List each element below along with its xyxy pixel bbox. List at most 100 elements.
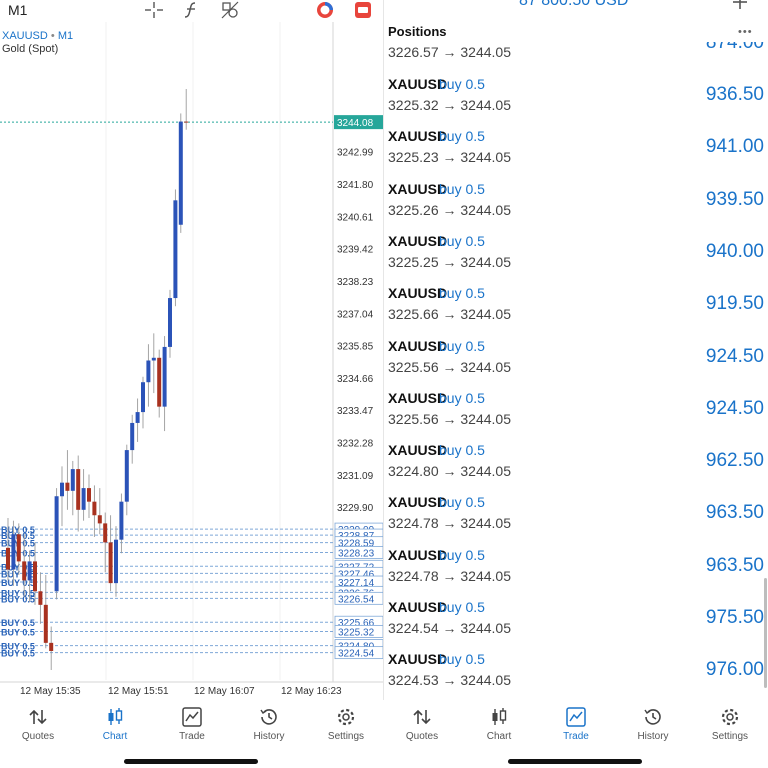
position-symbol: XAUUSD (388, 285, 448, 302)
position-symbol: XAUUSD (388, 389, 448, 406)
candle-body (108, 542, 113, 584)
position-row[interactable]: XAUUSD buy 0.5 3224.54 → 3244.05 975.50 (384, 593, 768, 645)
plus-icon[interactable] (732, 0, 748, 10)
candle-body (38, 591, 43, 605)
symbol-name: XAUUSD (2, 30, 48, 42)
price-axis-label: 3235.85 (337, 342, 374, 353)
order-price-label: 3225.32 (338, 627, 375, 638)
candle-body (97, 515, 102, 524)
position-side: buy 0.5 (439, 599, 485, 615)
position-row[interactable]: XAUUSD buy 0.5 3225.32 → 3244.05 936.50 (384, 70, 768, 122)
split-divider[interactable] (383, 0, 384, 700)
price-axis-label: 3240.61 (337, 212, 374, 223)
candle-body (157, 357, 162, 407)
candle-body (114, 539, 118, 584)
more-icon[interactable]: ••• (738, 26, 753, 38)
position-profit: 924.50 (705, 397, 764, 419)
candle-body (178, 121, 183, 225)
position-symbol: XAUUSD (388, 128, 448, 145)
buy-order-label: BUY 0.5 (1, 627, 35, 637)
symbol-timeframe: M1 (57, 30, 74, 42)
trading-signal-icon[interactable] (314, 0, 336, 20)
position-row[interactable]: XAUUSD buy 0.5 3225.23 → 3244.05 941.00 (384, 122, 768, 174)
candle-body (49, 642, 54, 651)
buy-order-label: BUY 0.5 (1, 649, 35, 659)
indicators-icon[interactable] (181, 0, 203, 20)
price-axis-label: 3229.90 (337, 503, 374, 514)
time-axis-label: 12 May 16:07 (194, 686, 255, 697)
home-indicator (508, 759, 642, 764)
position-price: 3224.53 → 3244.05 (388, 672, 511, 689)
position-price: 3225.32 → 3244.05 (388, 97, 511, 113)
price-axis-label: 3239.42 (337, 245, 374, 256)
timeframe-button[interactable]: M1 (8, 2, 28, 18)
order-price-label: 3226.54 (338, 594, 375, 605)
buy-order-label: BUY 0.5 (1, 642, 35, 652)
position-row[interactable]: XAUUSD buy 0.5 3224.78 → 3244.05 963.50 (384, 488, 768, 540)
position-side: buy 0.5 (439, 285, 485, 302)
quotes-icon (411, 706, 433, 728)
buy-order-label: BUY 0.5 (1, 569, 35, 579)
position-price: 3224.78 → 3244.05 (388, 567, 511, 584)
nav-label: Trade (179, 731, 205, 742)
candle-body (135, 412, 140, 423)
order-price-label: 3227.46 (338, 569, 375, 580)
order-price-label: 3228.59 (338, 539, 375, 550)
candle-body (16, 534, 21, 562)
position-row[interactable]: XAUUSD buy 0.5 3225.25 → 3244.05 940.00 (384, 227, 768, 279)
position-row[interactable]: XAUUSD buy 0.5 3225.26 → 3244.05 939.50 (384, 175, 768, 227)
candle-body (141, 382, 145, 413)
scrollbar[interactable] (764, 578, 767, 688)
candle-body (168, 298, 172, 347)
position-row[interactable]: XAUUSD buy 0.5 3224.78 → 3244.05 963.50 (384, 541, 768, 593)
position-symbol: XAUUSD (388, 76, 448, 92)
order-price-label: 3224.54 (338, 649, 375, 660)
crosshair-icon[interactable] (143, 0, 165, 20)
position-symbol: XAUUSD (388, 494, 448, 511)
position-profit: 940.00 (705, 240, 764, 262)
quotes-icon (27, 706, 49, 728)
position-side: buy 0.5 (439, 389, 485, 406)
position-profit: 976.00 (705, 659, 764, 681)
objects-icon[interactable] (219, 0, 241, 20)
position-side: buy 0.5 (439, 546, 485, 563)
position-symbol: XAUUSD (388, 546, 448, 563)
position-profit: 963.50 (705, 502, 764, 524)
position-row[interactable]: XAUUSD buy 0.5 3225.66 → 3244.05 919.50 (384, 279, 768, 331)
price-axis-label: 3233.47 (337, 406, 374, 417)
candle-body (87, 488, 91, 502)
position-symbol: XAUUSD (388, 442, 448, 459)
position-price: 3226.57 → 3244.05 (388, 44, 511, 60)
new-order-icon[interactable] (352, 0, 374, 20)
bottom-nav: Quotes Chart Trade History Settings (384, 700, 768, 768)
position-row[interactable]: 3226.57 → 3244.05 874.00 (384, 32, 768, 68)
order-price-label: 3225.66 (338, 618, 375, 629)
price-axis-label: 3238.23 (337, 277, 374, 288)
candle-body (119, 501, 124, 540)
candle-body (92, 501, 97, 516)
order-price-label: 3227.14 (338, 578, 375, 589)
symbol-separator: • (50, 30, 55, 42)
nav-label: Settings (327, 731, 365, 742)
position-profit: 919.50 (705, 293, 764, 315)
position-price: 3224.54 → 3244.05 (388, 620, 511, 636)
home-indicator (124, 759, 258, 764)
position-row[interactable]: XAUUSD buy 0.5 3224.53 → 3244.05 976.00 (384, 645, 768, 697)
price-axis-label: 3237.04 (337, 309, 374, 320)
nav-label: Settings (711, 731, 749, 742)
position-side: buy 0.5 (439, 76, 485, 92)
position-row[interactable]: XAUUSD buy 0.5 3225.56 → 3244.05 924.50 (384, 332, 768, 384)
position-row[interactable]: XAUUSD buy 0.5 3225.56 → 3244.05 924.50 (384, 384, 768, 436)
nav-label: Chart (486, 731, 512, 742)
time-axis-label: 12 May 15:51 (108, 686, 169, 697)
buy-order-label: BUY 0.5 (1, 594, 35, 604)
price-axis-label: 3242.99 (337, 148, 374, 159)
candle-body (43, 604, 48, 643)
candle-body (27, 561, 32, 581)
candle-body (81, 488, 86, 510)
position-row[interactable]: XAUUSD buy 0.5 3224.80 → 3244.05 962.50 (384, 436, 768, 488)
nav-label: History (637, 731, 669, 742)
position-symbol: XAUUSD (388, 232, 448, 249)
candle-body (103, 523, 108, 543)
